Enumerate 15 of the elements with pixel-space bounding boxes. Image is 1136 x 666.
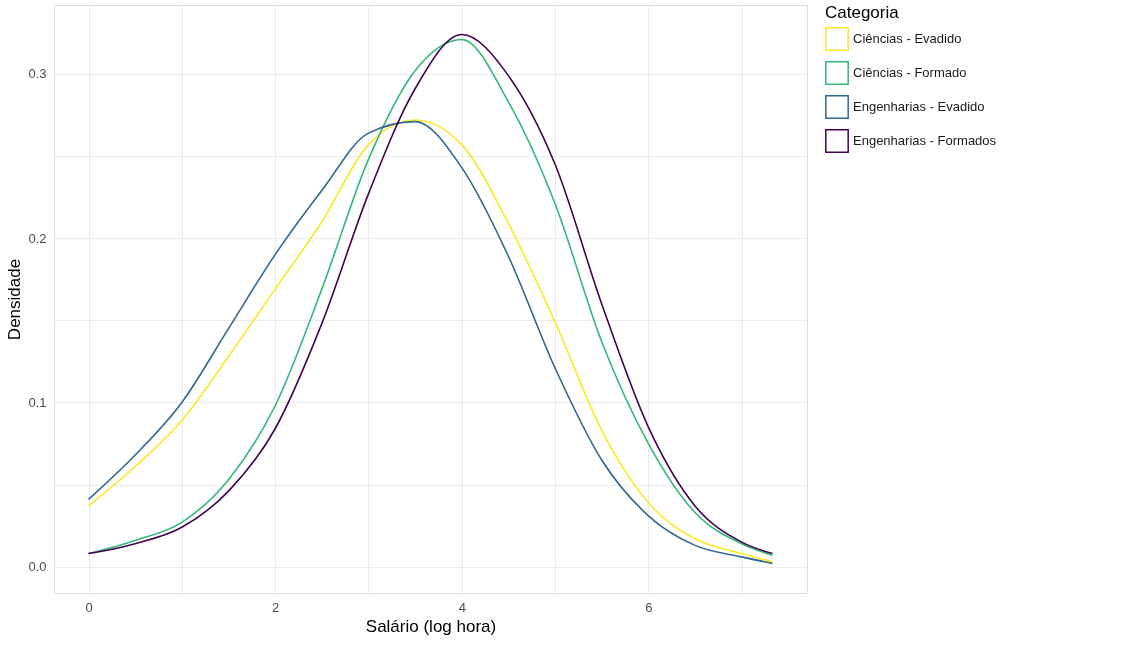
x-tick-label: 2 — [272, 599, 280, 615]
x-tick-label: 6 — [645, 599, 653, 615]
y-tick-label: 0.0 — [28, 559, 47, 575]
y-tick-label: 0.3 — [28, 66, 47, 82]
legend-title: Categoria — [825, 3, 900, 22]
x-axis-title: Salário (log hora) — [365, 616, 497, 636]
y-axis-title: Densidade — [5, 258, 25, 341]
legend-label: Ciências - Formado — [853, 65, 967, 80]
legend-label: Ciências - Evadido — [853, 31, 962, 46]
y-tick-label: 0.1 — [28, 394, 47, 410]
x-tick-label: 4 — [458, 599, 466, 615]
x-tick-label: 0 — [85, 599, 93, 615]
legend-label: Engenharias - Evadido — [853, 99, 985, 114]
y-tick-label: 0.2 — [28, 230, 47, 246]
legend-label: Engenharias - Formados — [853, 133, 997, 148]
